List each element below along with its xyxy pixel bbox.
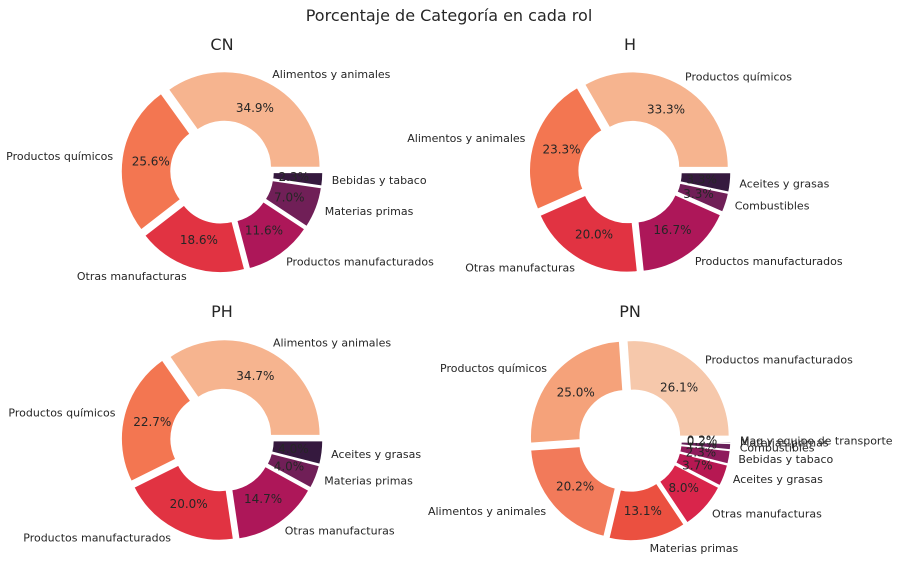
slice-label: Productos manufacturados (705, 354, 853, 367)
slice-label: Productos manufacturados (23, 531, 171, 544)
slice-productos-quimicos (529, 340, 624, 445)
slice-percentage: 2.3% (686, 445, 717, 459)
slice-percentage: 3.3% (686, 172, 717, 186)
slice-materias-primas (263, 179, 323, 228)
slice-percentage: 14.7% (244, 492, 282, 506)
slice-alimentos-y-animales (168, 338, 322, 437)
slice-percentage: 25.0% (557, 386, 595, 400)
slice-label: Otras manufacturas (285, 524, 395, 537)
figure-title: Porcentaje de Categoría en cada rol (306, 6, 593, 25)
chart-title: H (624, 35, 636, 54)
slice-aceites-y-grasas (270, 439, 324, 466)
slice-productos-manufacturados (132, 463, 235, 542)
slice-label: Maq y equipo de transporte (740, 435, 893, 448)
slice-percentage: 7.0% (274, 191, 305, 205)
slice-materias-primas (265, 452, 321, 490)
slice-percentage: 3.3% (683, 187, 714, 201)
slice-alimentos-y-animales (167, 70, 322, 169)
slice-label: Otras manufacturas (77, 270, 187, 283)
chart-title: CN (210, 35, 233, 54)
slice-percentage: 22.7% (133, 415, 171, 429)
slice-label: Materias primas (324, 474, 413, 487)
slice-aceites-y-grasas (679, 171, 732, 194)
slice-percentage: 18.6% (180, 233, 218, 247)
slice-percentage: 11.6% (245, 224, 283, 238)
slice-percentage: 16.7% (653, 223, 691, 237)
donut-chart-pn: PN Productos manufacturados 26.1% Productos… (428, 302, 893, 555)
slice-percentage: 23.3% (542, 143, 580, 157)
slice-otras-manufacturas (538, 194, 639, 274)
slice-label: Alimentos y animales (428, 505, 546, 518)
slice-percentage: 4.0% (278, 442, 309, 456)
slice-label: Aceites y grasas (733, 473, 823, 486)
slice-label: Combustibles (735, 200, 810, 213)
slice-label: Materias primas (740, 436, 829, 449)
slice-label: Productos químicos (8, 407, 115, 420)
slice-label: Otras manufacturas (712, 507, 822, 520)
slice-percentage: 25.6% (132, 155, 170, 169)
slice-label: Alimentos y animales (407, 132, 525, 145)
donut-charts: CN Alimentos y animales 34.9% Productos quí… (6, 35, 893, 555)
slice-label: Productos químicos (440, 362, 547, 375)
slice-materias-primas (607, 482, 686, 542)
slice-label: Productos manufacturados (286, 255, 434, 268)
slice-percentage: 33.3% (647, 103, 685, 117)
slice-percentage: 26.1% (660, 380, 698, 394)
donut-chart-ph: PH Alimentos y animales 34.7% Productos quí… (8, 302, 421, 544)
slice-alimentos-y-animales (528, 86, 604, 211)
chart-title: PN (619, 302, 641, 321)
slice-label: Productos manufacturados (695, 255, 843, 268)
slice-bebidas-y-tabaco (271, 171, 324, 188)
slice-label: Materias primas (650, 542, 739, 555)
slice-productos-manufacturados (636, 193, 722, 273)
slice-productos-quimicos (120, 358, 192, 483)
slice-label: Aceites y grasas (739, 177, 829, 190)
slice-label: Bebidas y tabaco (738, 453, 833, 466)
donut-chart-h: H Productos químicos 33.3% Alimentos y anim… (407, 35, 843, 274)
slice-alimentos-y-animales (529, 445, 617, 538)
slice-label: Materias primas (325, 205, 414, 218)
slice-otras-manufacturas (658, 463, 721, 525)
slice-maq-y-equipo-de-transporte (680, 439, 732, 442)
slice-label: Bebidas y tabaco (332, 174, 427, 187)
slice-percentage: 20.0% (170, 497, 208, 511)
slice-productos-quimicos (583, 70, 730, 169)
slice-percentage: 3.7% (682, 458, 713, 472)
slice-label: Otras manufacturas (465, 261, 575, 274)
slice-productos-manufacturados (235, 200, 307, 270)
slice-combustibles (675, 182, 730, 214)
slice-percentage: 4.0% (274, 459, 305, 473)
slice-percentage: 20.2% (556, 480, 594, 494)
slice-percentage: 34.9% (236, 101, 274, 115)
slice-label: Alimentos y animales (272, 68, 390, 81)
slice-productos-quimicos (120, 92, 192, 232)
slice-label: Productos químicos (6, 150, 113, 163)
chart-title: PH (211, 302, 233, 321)
slice-percentage: 13.1% (624, 504, 662, 518)
slice-otras-manufacturas (143, 203, 246, 274)
slice-label: Alimentos y animales (273, 337, 391, 350)
donut-chart-cn: CN Alimentos y animales 34.9% Productos quí… (6, 35, 434, 283)
slice-label: Productos químicos (685, 71, 792, 84)
slice-percentage: 34.7% (236, 369, 274, 383)
slice-aceites-y-grasas (674, 452, 729, 487)
slice-percentage: 20.0% (575, 227, 613, 241)
slice-otras-manufacturas (230, 465, 311, 540)
slice-percentage: 2.3% (279, 170, 310, 184)
slice-percentage: 0.2% (687, 433, 718, 447)
slice-percentage: 8.0% (668, 481, 699, 495)
slice-productos-manufacturados (625, 339, 731, 438)
slice-label: Combustibles (740, 441, 815, 454)
slice-label: Aceites y grasas (331, 448, 421, 461)
